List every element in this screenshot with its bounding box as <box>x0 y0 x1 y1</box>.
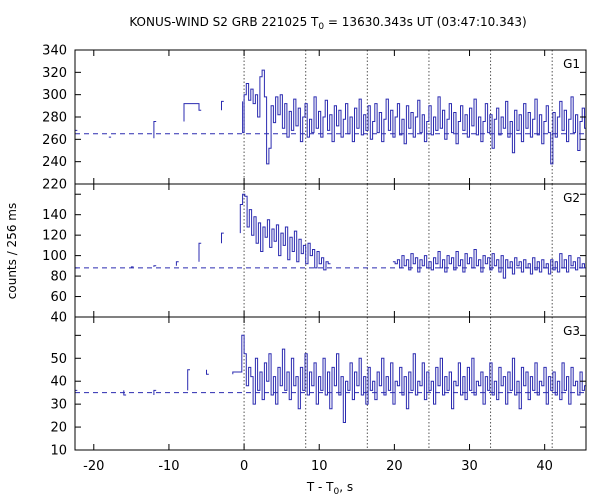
y-tick-label: 340 <box>42 44 67 59</box>
y-tick-label: 260 <box>42 133 67 148</box>
y-tick-label: 240 <box>42 155 67 170</box>
x-tick-label: 40 <box>536 459 553 474</box>
y-tick-label: 140 <box>42 208 67 223</box>
y-axis-label: counts / 256 ms <box>5 203 19 299</box>
panel-frame <box>74 49 587 185</box>
panel-frame <box>74 316 587 451</box>
y-tick-label: 280 <box>42 111 67 126</box>
x-tick-label: -10 <box>158 459 179 474</box>
y-tick-label: 10 <box>50 444 67 459</box>
y-tick-label: 220 <box>42 178 67 193</box>
panels: 220240260280300320340G1406080100120140G2… <box>42 44 587 474</box>
y-tick-label: 100 <box>42 249 67 264</box>
panel-frame <box>74 183 587 318</box>
y-tick-label: 40 <box>50 311 67 326</box>
y-tick-label: 80 <box>50 270 67 285</box>
panel-label: G2 <box>563 191 580 205</box>
panel-label: G1 <box>563 57 580 71</box>
y-tick-label: 120 <box>42 229 67 244</box>
x-axis-label: T - T0, s <box>306 480 353 497</box>
panel-g3: 10 20 30 40 50 G3 <box>50 316 587 459</box>
series-g2 <box>75 193 586 279</box>
x-tick-label: 30 <box>461 459 478 474</box>
x-tick-label: 0 <box>240 459 248 474</box>
panel-label: G3 <box>563 324 580 338</box>
x-tick-label: 20 <box>386 459 403 474</box>
y-tick-label: 300 <box>42 88 67 103</box>
x-tick-label: -20 <box>83 459 104 474</box>
y-tick-label: 60 <box>50 290 67 305</box>
y-tick-label: 320 <box>42 66 67 81</box>
series-g1 <box>75 69 586 165</box>
y-tick-label: 50 <box>50 352 67 367</box>
y-tick-label: 20 <box>50 421 67 436</box>
y-tick-label: 40 <box>50 375 67 390</box>
chart-title: KONUS-WIND S2 GRB 221025 T0 = 13630.343s… <box>129 15 526 32</box>
panel-g1: 220 240 260 280 300 320 340 G1 <box>42 44 587 193</box>
series-g3 <box>75 334 586 423</box>
x-tick-label: 10 <box>311 459 328 474</box>
panel-g2: 40 60 80 100 120 140 G2 <box>42 183 587 326</box>
y-tick-label: 30 <box>50 398 67 413</box>
